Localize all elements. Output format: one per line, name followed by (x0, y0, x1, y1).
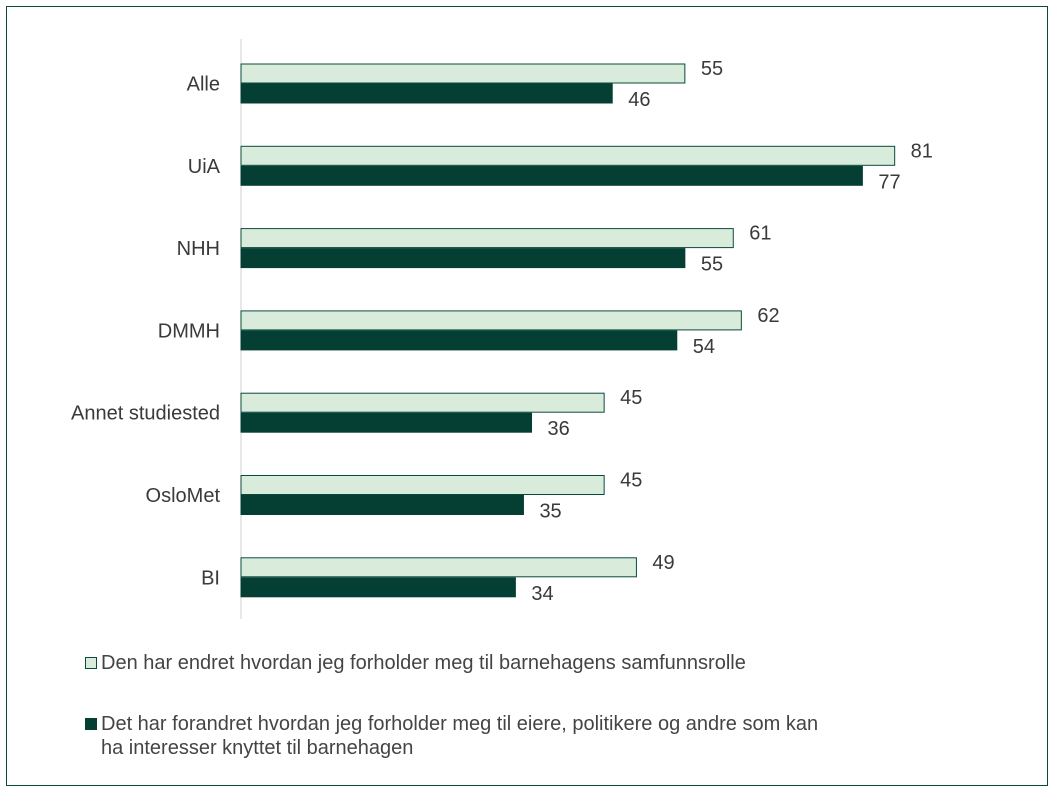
data-label-series-2: 46 (628, 89, 650, 111)
bar-chart: Alle 55 46 UiA 81 77 NHH 61 55 DMMH 62 54 Annet stud… (71, 39, 933, 619)
data-label-series-2: 36 (548, 418, 570, 440)
legend-label-2: Det har forandret hvordan jeg forholder … (101, 712, 1041, 760)
data-label-series-1: 81 (911, 140, 933, 162)
bar-series-2 (240, 412, 533, 433)
labels-group: Alle 55 46 UiA 81 77 NHH 61 55 DMMH 62 54 Annet stud… (71, 58, 933, 605)
legend-swatch-1 (85, 657, 97, 669)
legend-label-1: Den har endret hvordan jeg forholder meg… (101, 652, 746, 674)
data-label-series-1: 49 (652, 552, 674, 574)
bar-series-2 (240, 248, 686, 269)
data-label-series-1: 45 (620, 387, 642, 409)
data-label-series-1: 62 (757, 305, 779, 327)
category-label: BI (201, 567, 220, 589)
category-label: OsloMet (146, 485, 221, 507)
bars-group (240, 63, 896, 598)
category-label: NHH (177, 238, 220, 260)
category-label: UiA (188, 156, 221, 178)
legend-label-2-line1: Det har forandret hvordan jeg forholder … (101, 713, 819, 735)
data-label-series-2: 54 (693, 336, 715, 358)
data-label-series-1: 55 (701, 58, 723, 80)
data-label-series-1: 61 (749, 223, 771, 245)
bar-series-2 (240, 577, 516, 598)
bar-series-1 (240, 63, 686, 84)
data-label-series-2: 35 (539, 501, 561, 523)
bar-series-2 (240, 495, 524, 515)
category-label: DMMH (158, 320, 220, 342)
data-label-series-2: 77 (878, 171, 900, 193)
bar-series-2 (240, 83, 613, 104)
chart-frame: Alle 55 46 UiA 81 77 NHH 61 55 DMMH 62 54 Annet stud… (6, 6, 1048, 786)
category-label: Alle (187, 74, 220, 96)
bar-series-1 (240, 557, 637, 578)
data-label-series-1: 45 (620, 470, 642, 492)
bar-series-1 (240, 475, 605, 495)
bar-series-1 (240, 228, 734, 249)
bar-series-1 (240, 310, 742, 331)
data-label-series-2: 55 (701, 254, 723, 276)
bar-series-2 (240, 165, 863, 186)
legend-swatch-2 (85, 718, 97, 730)
bar-series-2 (240, 330, 678, 351)
legend-label-2-line2: ha interesser knyttet til barnehagen (101, 737, 414, 759)
bar-series-1 (240, 392, 605, 413)
data-label-series-2: 34 (531, 583, 553, 605)
category-label: Annet studiested (71, 403, 220, 425)
bar-series-1 (240, 145, 896, 166)
